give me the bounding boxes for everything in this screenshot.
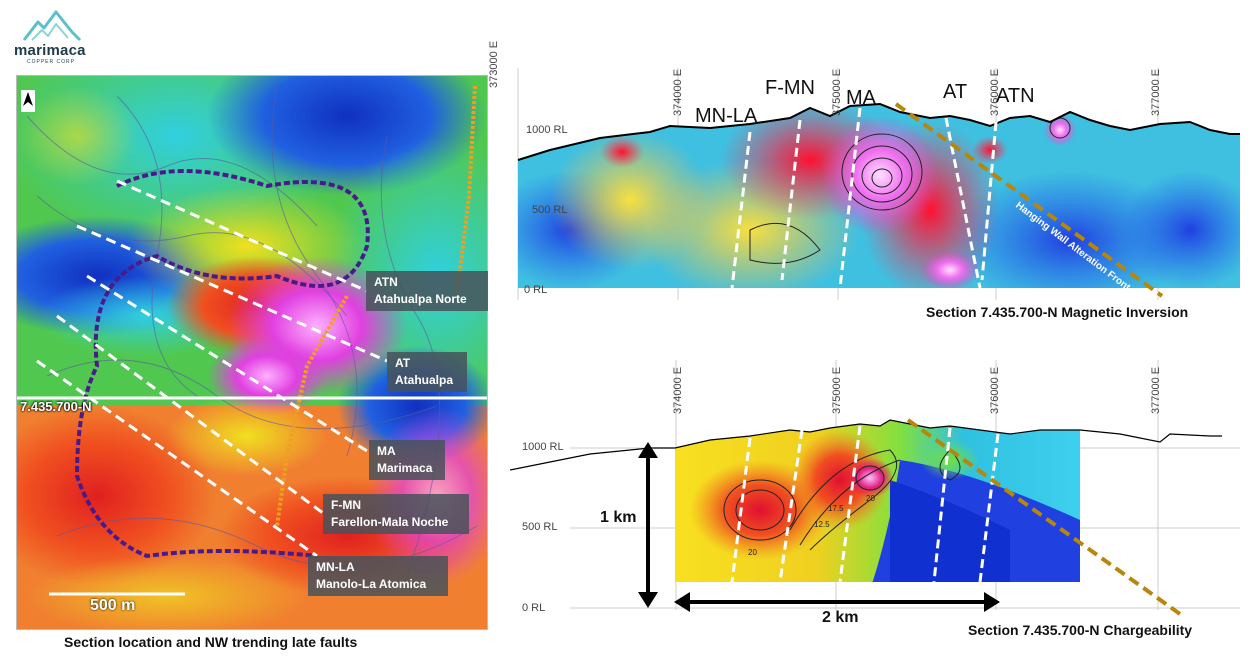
magnetic-map-panel	[0, 26, 547, 636]
contour-label: 20	[866, 494, 875, 503]
company-logo	[10, 4, 82, 76]
map-caption: Section location and NW trending late fa…	[64, 634, 358, 650]
map-label-name: Manolo-La Atomica	[316, 577, 427, 591]
mag-fault-label-mnla: MN-LA	[695, 105, 758, 127]
logo-name: marimaca	[14, 42, 86, 59]
mag-fault-label-ma: MA	[846, 87, 876, 109]
map-label-ma: MA Marimaca	[369, 440, 445, 480]
mag-easting-375000: 375000 E	[831, 68, 843, 116]
mag-easting-373000: 373000 E	[488, 40, 500, 88]
map-label-fmn: F-MN Farellon-Mala Noche	[323, 494, 469, 534]
chg-rl-0: 0 RL	[522, 602, 546, 614]
contour-label: 12.5	[814, 520, 830, 529]
map-label-name: Atahualpa Norte	[374, 292, 467, 306]
mag-rl-0: 0 RL	[524, 284, 548, 296]
mag-rl-500: 500 RL	[532, 204, 568, 216]
map-label-name: Marimaca	[377, 461, 433, 475]
scale-bar-label: 500 m	[90, 597, 136, 614]
chg-rl-1000: 1000 RL	[522, 441, 564, 453]
vertical-dimension-label: 1 km	[600, 509, 637, 526]
map-label-name: Farellon-Mala Noche	[331, 515, 449, 529]
mountain-logo-icon	[22, 10, 82, 42]
mag-easting-377000: 377000 E	[1150, 68, 1162, 116]
north-arrow-icon	[21, 90, 35, 112]
map-label-at: AT Atahualpa	[387, 352, 467, 392]
chg-easting-377000: 377000 E	[1150, 366, 1162, 414]
mag-fault-label-at: AT	[943, 81, 968, 103]
section-line-label: 7.435.700-N	[20, 399, 92, 414]
chargeability-section-title: Section 7.435.700-N Chargeability	[968, 622, 1193, 638]
map-label-code: MA	[377, 444, 396, 458]
chg-easting-374000: 374000 E	[672, 366, 684, 414]
magnetic-section-title: Section 7.435.700-N Magnetic Inversion	[926, 304, 1189, 320]
mag-fault-label-atn: ATN	[996, 85, 1035, 107]
contour-label: 17.5	[828, 504, 844, 513]
map-label-code: ATN	[374, 275, 398, 289]
mag-easting-374000: 374000 E	[672, 68, 684, 116]
map-label-code: F-MN	[331, 498, 361, 512]
map-label-code: AT	[395, 356, 411, 370]
map-label-code: MN-LA	[316, 560, 355, 574]
map-label-atn: ATN Atahualpa Norte	[366, 271, 488, 311]
mag-fault-label-fmn: F-MN	[765, 77, 815, 99]
mag-rl-1000: 1000 RL	[526, 124, 568, 136]
magnetic-section-plot	[517, 68, 1240, 300]
contour-label: 20	[748, 548, 757, 557]
map-label-mnla: MN-LA Manolo-La Atomica	[308, 556, 448, 596]
chargeability-section-plot	[510, 360, 1240, 616]
chg-rl-500: 500 RL	[522, 521, 558, 533]
logo-tagline: COPPER CORP	[27, 59, 75, 65]
chg-easting-376000: 376000 E	[989, 366, 1001, 414]
chg-easting-375000: 375000 E	[831, 366, 843, 414]
map-label-name: Atahualpa	[395, 373, 454, 387]
magnetic-map-image	[0, 26, 547, 636]
horizontal-dimension-label: 2 km	[822, 609, 859, 626]
